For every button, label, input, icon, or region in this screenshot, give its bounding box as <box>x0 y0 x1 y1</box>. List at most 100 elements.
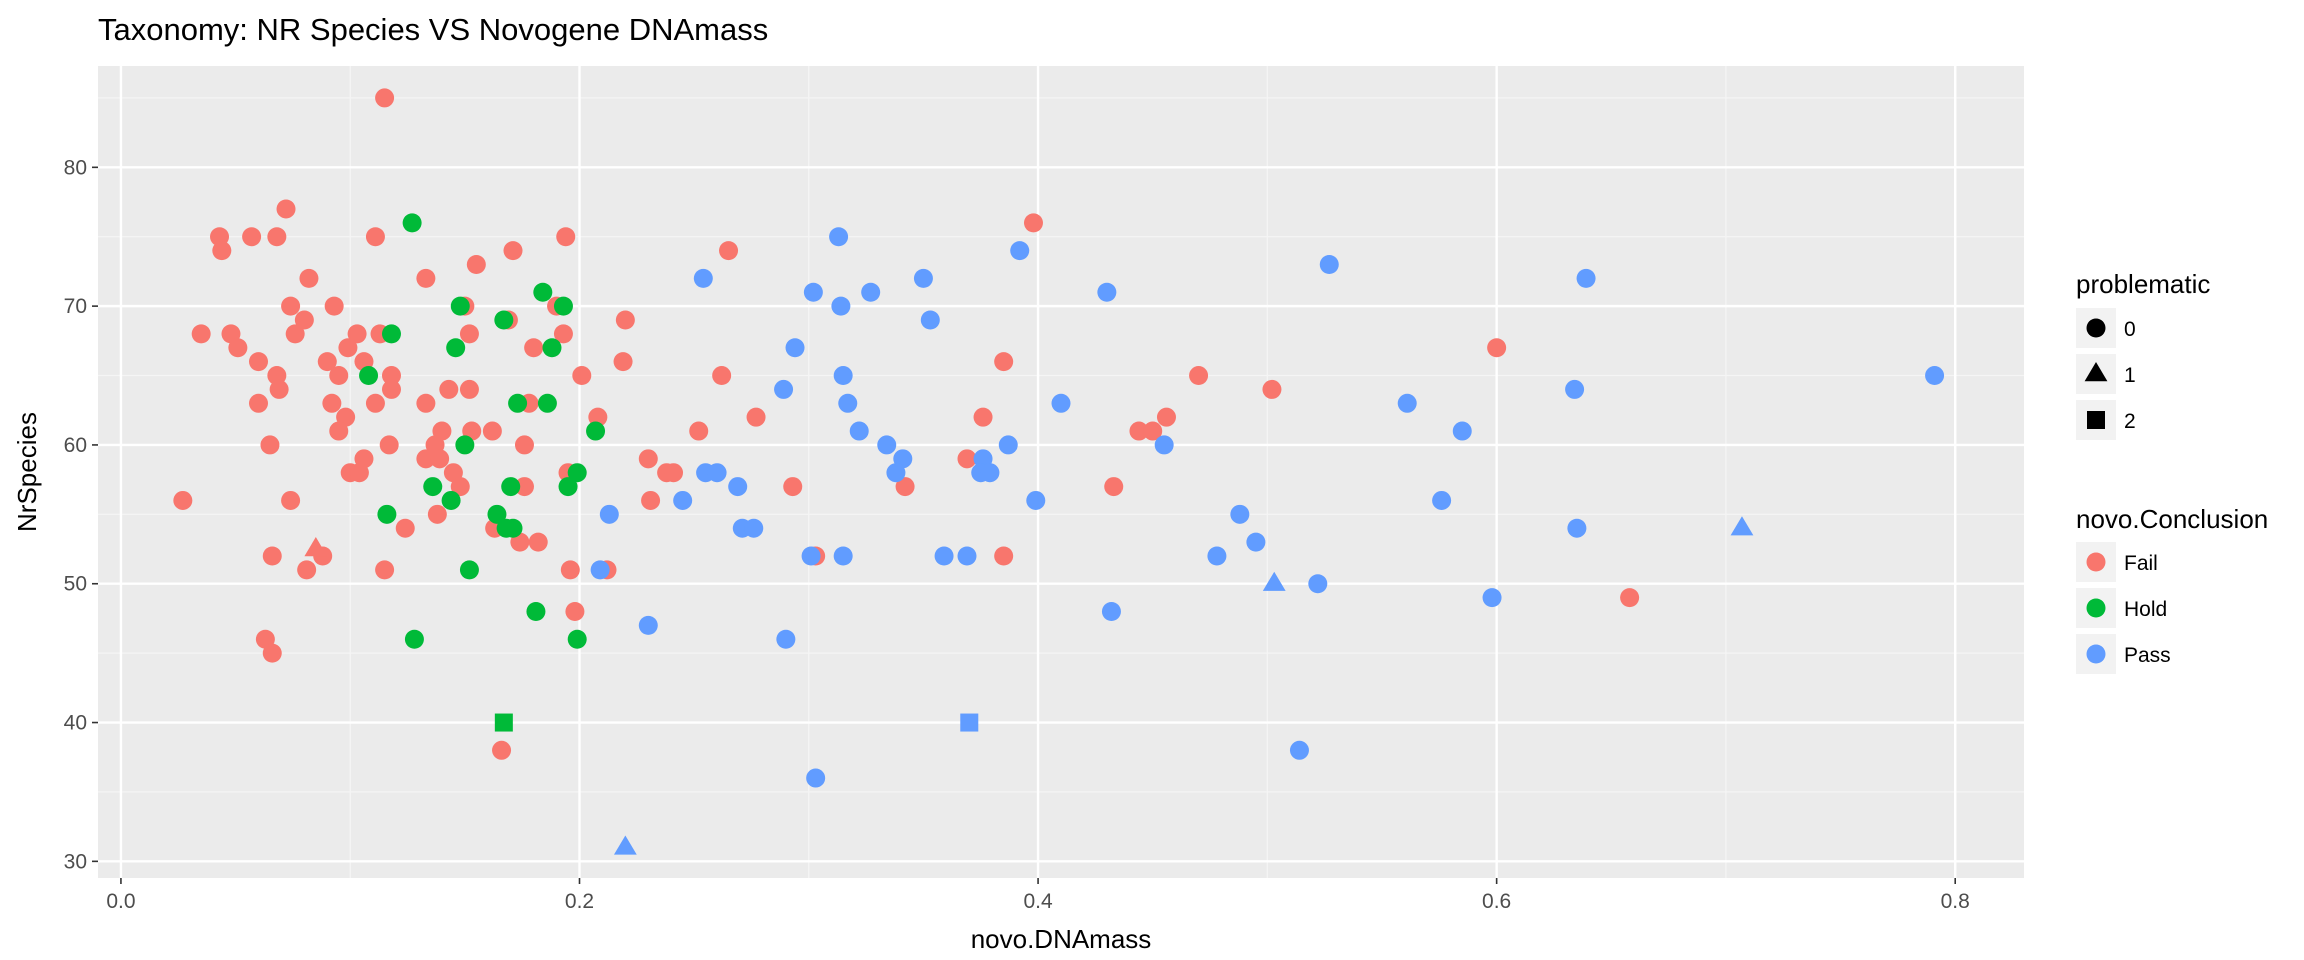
data-point-pass <box>707 463 727 483</box>
legend-shape-triangle <box>2084 362 2108 382</box>
data-point-pass <box>920 310 940 330</box>
data-point-fail <box>1143 421 1163 441</box>
chart-title: Taxonomy: NR Species VS Novogene DNAmass <box>98 12 768 47</box>
data-point-pass <box>1010 241 1030 261</box>
data-point-pass <box>1308 574 1328 594</box>
data-point-pass <box>829 227 849 247</box>
x-tick-label: 0.8 <box>1941 890 1970 913</box>
data-point-fail <box>615 310 635 330</box>
data-point-fail <box>746 407 766 427</box>
legend-shape-label: 2 <box>2124 410 2136 433</box>
data-point-fail <box>269 379 289 399</box>
legend-color: novo.Conclusion Fail Hold Pass <box>2076 504 2268 674</box>
data-point-fail <box>994 546 1014 566</box>
data-point-fail <box>299 268 319 288</box>
data-point-hold <box>501 477 521 497</box>
data-point-pass <box>1319 254 1339 274</box>
data-point-fail <box>329 366 349 386</box>
data-point-fail <box>1023 213 1043 233</box>
data-point-pass <box>833 366 853 386</box>
data-point-hold <box>503 518 523 538</box>
y-tick-label: 70 <box>64 295 87 318</box>
data-point-fail <box>276 199 296 219</box>
data-point-fail <box>459 324 479 344</box>
data-point-pass <box>1567 518 1587 538</box>
data-point-pass <box>638 615 658 635</box>
legend-shape-label: 0 <box>2124 318 2136 341</box>
data-point-hold <box>459 560 479 580</box>
data-point-fail <box>427 504 447 524</box>
data-point-fail <box>262 546 282 566</box>
data-point-fail <box>783 477 803 497</box>
data-point-hold <box>441 490 461 510</box>
data-point-hold <box>586 421 606 441</box>
data-point-hold <box>450 296 470 316</box>
data-points <box>173 88 1945 855</box>
data-point-hold <box>381 324 401 344</box>
data-point-pass <box>1576 268 1596 288</box>
data-point-hold <box>455 435 475 455</box>
data-point-pass <box>1452 421 1472 441</box>
data-point-fail <box>1487 338 1507 358</box>
data-point-fail <box>285 324 305 344</box>
data-point-fail <box>1156 407 1176 427</box>
data-point-fail <box>466 254 486 274</box>
y-tick-label: 80 <box>64 156 87 179</box>
data-point-fail <box>249 352 268 372</box>
data-point-fail <box>450 477 470 497</box>
data-point-pass <box>1026 490 1046 510</box>
data-point-fail <box>1262 379 1282 399</box>
x-axis-ticks: 0.0 0.2 0.4 0.6 0.8 <box>106 878 1970 913</box>
x-axis-label: novo.DNAmass <box>971 924 1152 954</box>
data-point-fail <box>1104 477 1124 497</box>
data-point-fail <box>365 393 385 413</box>
data-point-pass <box>806 768 826 788</box>
x-tick-label: 0.6 <box>1482 890 1511 913</box>
data-point-pass <box>774 379 794 399</box>
data-point-fail <box>572 366 592 386</box>
data-point-pass <box>980 463 1000 483</box>
data-point-pass <box>1101 601 1121 621</box>
data-point-fail <box>416 449 436 469</box>
data-point-pass <box>1097 282 1117 302</box>
data-point-fail <box>260 435 280 455</box>
data-point-fail <box>249 393 268 413</box>
data-point-pass <box>1154 435 1174 455</box>
data-point-pass <box>1289 740 1309 760</box>
legend-color-label: Pass <box>2124 644 2171 667</box>
data-point-pass <box>613 835 637 855</box>
data-point-fail <box>439 379 459 399</box>
data-point-hold <box>542 338 562 358</box>
data-point-hold <box>567 463 587 483</box>
data-point-fail <box>212 241 232 261</box>
data-point-pass <box>776 629 796 649</box>
data-point-pass <box>849 421 869 441</box>
data-point-fail <box>895 477 915 497</box>
data-point-fail <box>560 560 580 580</box>
data-point-pass <box>1230 504 1250 524</box>
data-point-pass <box>590 560 610 580</box>
y-tick-label: 30 <box>64 850 87 873</box>
data-point-pass <box>886 463 906 483</box>
data-point-pass <box>877 435 897 455</box>
data-point-pass <box>673 490 693 510</box>
data-point-pass <box>744 518 764 538</box>
data-point-pass <box>861 282 881 302</box>
data-point-pass <box>1246 532 1266 552</box>
data-point-fail <box>503 241 523 261</box>
data-point-pass <box>1925 366 1945 386</box>
data-point-fail <box>524 338 544 358</box>
legend-shape: problematic 0 1 2 <box>2076 269 2210 440</box>
data-point-hold <box>359 366 379 386</box>
data-point-fail <box>638 449 658 469</box>
data-point-hold <box>446 338 466 358</box>
data-point-fail <box>267 227 287 247</box>
data-point-pass <box>693 268 713 288</box>
data-point-fail <box>281 296 301 316</box>
data-point-fail <box>375 88 395 108</box>
data-point-fail <box>349 463 369 483</box>
data-point-fail <box>430 449 450 469</box>
data-point-hold <box>404 629 424 649</box>
data-point-pass <box>1432 490 1452 510</box>
